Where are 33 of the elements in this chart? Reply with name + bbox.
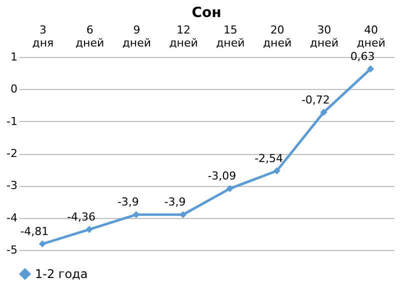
point [367,65,374,72]
x-tick-label: 15 дней [216,24,245,50]
y-tick-label: -1 [6,114,18,128]
y-tick-label: 0 [10,82,18,96]
point [226,185,234,192]
x-tick-label: 9 дней [122,24,152,50]
data-label: 0,63 [350,50,375,63]
point [273,167,280,174]
y-tick-label: -4 [6,211,18,224]
data-label: -2,54 [254,152,284,165]
x-tick-label: 20 дней [262,24,292,50]
data-label: -4,81 [20,224,49,238]
data-label: -4,36 [67,210,96,224]
data-label: -0,72 [301,93,330,106]
x-tick-label: 30 дней [310,24,339,50]
point [38,240,46,248]
point [132,211,140,218]
data-label: -3,9 [164,196,186,209]
point [180,211,187,218]
y-tick-label: -3 [6,179,18,192]
x-tick-label: 40 дней [356,24,386,50]
y-tick-label: 1 [10,50,18,64]
x-tick-label: 6 дней [75,24,104,50]
data-label: -3,9 [117,196,139,209]
y-tick-label: -2 [6,147,18,160]
legend-label: 1-2 года [35,267,88,281]
x-tick-label: 3 дня [32,24,54,50]
point [320,108,328,116]
data-label: -3,09 [208,170,236,183]
chart-title: Сон [192,5,222,21]
y-tick-label: -5 [6,244,18,256]
point [86,226,93,233]
x-tick-label: 12 дней [169,24,198,50]
